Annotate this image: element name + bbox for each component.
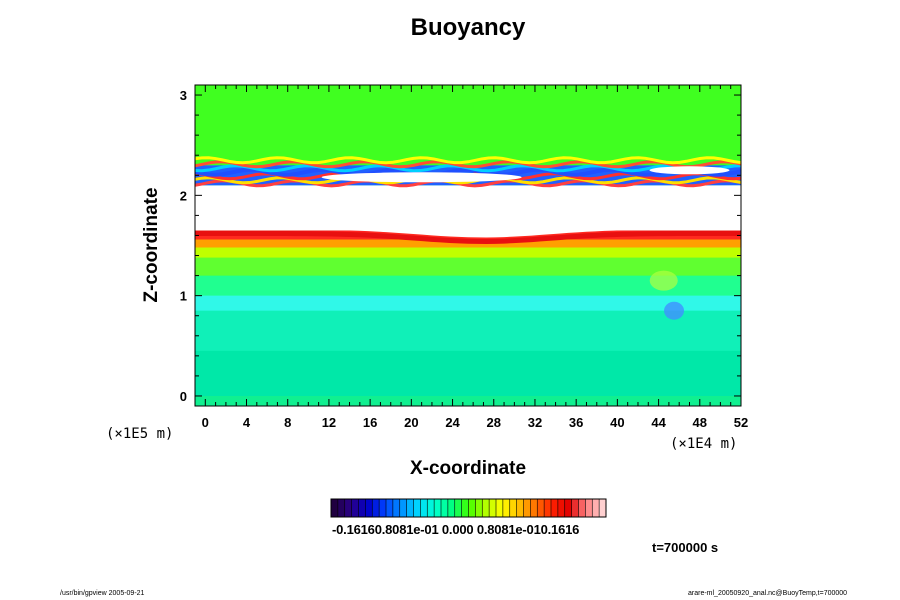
z-unit-label: (×1E5 m) — [106, 426, 174, 442]
colorbar-segment-5 — [365, 499, 373, 517]
colorbar-segment-31 — [544, 499, 552, 517]
colorbar-segment-26 — [509, 499, 518, 517]
x-axis-label: X-coordinate — [409, 458, 527, 479]
x-tick-label-12: 12 — [322, 415, 336, 430]
x-tick-label-4: 4 — [243, 415, 251, 430]
x-tick-label-20: 20 — [404, 415, 418, 430]
colorbar-segment-21 — [475, 499, 483, 517]
x-tick-label-28: 28 — [487, 415, 501, 430]
colorbar-segment-7 — [379, 499, 387, 517]
colorbar-segment-38 — [592, 499, 600, 517]
colorbar-segment-28 — [523, 499, 531, 517]
colorbar-segment-23 — [489, 499, 497, 517]
colorbar-frame — [330, 498, 607, 518]
blue-blob — [664, 301, 685, 320]
upper-stripe-3 — [194, 167, 742, 177]
upper-stripe-0 — [194, 179, 742, 188]
colorbar-segment-13 — [420, 499, 428, 517]
colorbar-segment-11 — [406, 499, 414, 517]
colorbar-segment-39 — [599, 499, 607, 517]
x-tick-label-0: 0 — [202, 415, 209, 430]
colorbar-segment-33 — [557, 499, 566, 517]
colorbar-segment-30 — [537, 499, 545, 517]
field-shade-2 — [195, 295, 741, 311]
field-shade-4 — [195, 257, 741, 276]
colorbar-segment-34 — [564, 499, 573, 517]
x-tick-label-52: 52 — [734, 415, 748, 430]
field-shade-1 — [195, 310, 741, 351]
x-tick-label-36: 36 — [569, 415, 583, 430]
x-tick-label-48: 48 — [693, 415, 707, 430]
colorbar-segment-3 — [351, 499, 359, 517]
x-tick-label-16: 16 — [363, 415, 377, 430]
time-label: t=700000 s — [652, 540, 719, 555]
field-shade-5 — [195, 247, 741, 258]
upper-stripe-6 — [194, 156, 742, 165]
upper-white-patch-right — [649, 166, 730, 175]
colorbar-segment-10 — [399, 499, 408, 517]
colorbar-segment-8 — [386, 499, 394, 517]
colorbar-tick-labels: -0.16160.8081e-01 0.000 0.8081e-010.1616 — [332, 522, 580, 537]
footer-right: arare-ml_20050920_anal.nc@BuoyTemp,t=700… — [688, 590, 848, 597]
colorbar-segment-22 — [482, 499, 490, 517]
colorbar-segment-0 — [331, 499, 339, 517]
inversion-edge — [195, 230, 742, 244]
upper-stripe-5 — [194, 160, 742, 169]
colorbar-segment-12 — [413, 499, 421, 517]
field-layer-7 — [195, 85, 741, 166]
field-shade-0 — [195, 350, 741, 396]
colorbar-segment-29 — [530, 499, 538, 517]
yellow-blob — [649, 270, 678, 291]
colorbar-segment-24 — [496, 499, 504, 517]
x-unit-label: (×1E4 m) — [670, 436, 738, 452]
y-tick-label-1: 1 — [180, 289, 187, 304]
upper-white-patch — [321, 172, 522, 183]
colorbar-segment-37 — [585, 499, 593, 517]
y-tick-label-2: 2 — [180, 188, 187, 203]
x-tick-label-8: 8 — [284, 415, 291, 430]
colorbar-segment-20 — [468, 499, 476, 517]
x-tick-label-44: 44 — [651, 415, 666, 430]
x-tick-label-24: 24 — [445, 415, 460, 430]
plot-frame — [194, 84, 742, 407]
y-tick-label-0: 0 — [180, 389, 187, 404]
y-tick-label-3: 3 — [180, 88, 187, 103]
colorbar-segment-16 — [441, 499, 449, 517]
colorbar-segment-15 — [434, 499, 442, 517]
colorbar-segment-18 — [454, 499, 463, 517]
colorbar-segment-25 — [502, 499, 511, 517]
x-tick-label-40: 40 — [610, 415, 624, 430]
colorbar-segment-2 — [344, 499, 353, 517]
chart-title: Buoyancy — [410, 14, 526, 41]
colorbar-segment-14 — [427, 499, 435, 517]
colorbar-segment-19 — [461, 499, 469, 517]
colorbar-segment-4 — [358, 499, 366, 517]
colorbar-segment-9 — [392, 499, 401, 517]
colorbar-segment-36 — [578, 499, 586, 517]
colorbar-segment-17 — [447, 499, 456, 517]
colorbar-segment-35 — [571, 499, 579, 517]
colorbar-segment-32 — [551, 499, 559, 517]
footer-left: /usr/bin/gpview 2005-09-21 — [60, 590, 145, 597]
field-shade-3 — [195, 275, 741, 296]
colorbar-segment-1 — [337, 499, 346, 517]
inversion-band — [195, 185, 741, 238]
x-tick-label-32: 32 — [528, 415, 542, 430]
colorbar-segment-27 — [516, 499, 524, 517]
colorbar-segment-6 — [372, 499, 380, 517]
